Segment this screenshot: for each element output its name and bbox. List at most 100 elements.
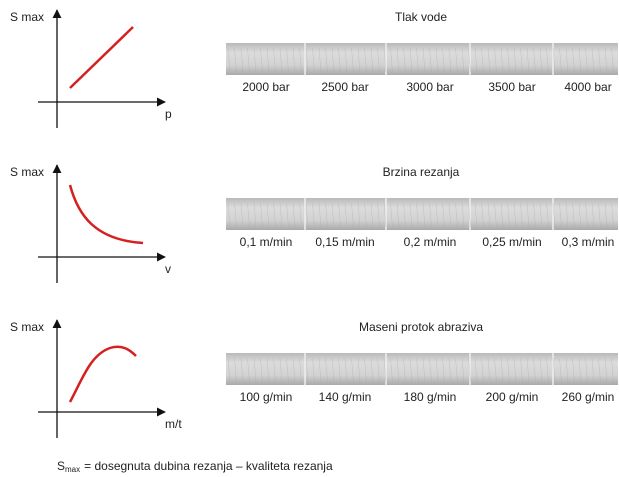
strip-label: 2000 bar [242,80,289,94]
strip-texture [409,202,413,228]
strip-texture [312,202,315,228]
strip-texture [234,47,237,73]
strip-texture [279,47,283,73]
strip-texture [552,202,556,228]
cut-strip [226,353,618,385]
strip-texture [461,47,465,73]
trend-curve [69,26,134,89]
y-axis-label: S max [10,320,44,334]
strip-texture [422,357,426,383]
strip-texture [435,202,439,228]
strip-texture [396,47,400,73]
strip-texture [403,202,406,228]
strip-label: 2500 bar [321,80,368,94]
strip-texture [240,47,244,73]
strip-texture [247,357,250,383]
strip-texture [338,357,341,383]
strip-texture [565,47,569,73]
strip-texture [591,202,595,228]
strip-texture [240,357,244,383]
strip-label: 0,25 m/min [482,235,541,249]
strip-texture [533,202,536,228]
y-axis-label: S max [10,10,44,24]
strip-texture [416,357,419,383]
strip-texture [312,357,315,383]
strip-texture [585,202,588,228]
footnote-text: = dosegnuta dubina rezanja – kvaliteta r… [84,459,333,473]
strip-texture [546,47,549,73]
strip-texture [331,357,335,383]
strip-texture [481,202,484,228]
strip-texture [299,202,302,228]
strip-texture [572,202,575,228]
strip-texture [409,357,413,383]
strip-texture [279,202,283,228]
strip-title: Brzina rezanja [383,165,460,179]
strip-texture [507,47,510,73]
strip-texture [253,47,257,73]
strip-texture [344,202,348,228]
strip-texture [422,47,426,73]
strip-texture [253,357,257,383]
strip-texture [429,202,432,228]
strip-texture [611,357,614,383]
strip-texture [260,202,263,228]
strip-texture [559,202,562,228]
strip-texture [487,47,491,73]
strip-texture [448,202,452,228]
x-axis-label: m/t [165,417,182,431]
strip-texture [227,357,231,383]
strip-texture [292,202,296,228]
strip-texture [500,357,504,383]
strip-texture [598,357,601,383]
strip-texture [539,202,543,228]
strip-texture [494,47,497,73]
strip-texture [604,357,608,383]
strip-texture [364,357,367,383]
strip-texture [234,202,237,228]
strip-texture [416,202,419,228]
strip-texture [240,202,244,228]
strip-texture [403,47,406,73]
strip-texture [442,357,445,383]
strip-texture [487,202,491,228]
strip-texture [474,202,478,228]
strip-texture [286,47,289,73]
strip-texture [396,202,400,228]
strip-texture [481,47,484,73]
strip-texture [429,357,432,383]
strip-texture [520,202,523,228]
strip-texture [370,202,374,228]
strip-label: 0,15 m/min [315,235,374,249]
footnote-subscript: max [65,465,80,474]
strip-texture [468,47,471,73]
strip-texture [442,202,445,228]
strip-texture [351,202,354,228]
strip-texture [565,357,569,383]
strip-texture [429,47,432,73]
strip-texture [286,202,289,228]
cut-strip [226,198,618,230]
strip-texture [266,202,270,228]
strip-texture [448,47,452,73]
strip-title: Maseni protok abraziva [359,320,483,334]
strip-texture [247,47,250,73]
strip-texture [305,357,309,383]
strip-texture [461,202,465,228]
strip-texture [474,357,478,383]
footnote: Smax = dosegnuta dubina rezanja – kvalite… [57,459,333,474]
strip-texture [585,357,588,383]
strip-label: 200 g/min [486,390,539,404]
strip-label: 4000 bar [564,80,611,94]
strip-texture [377,357,380,383]
strip-texture [351,357,354,383]
strip-texture [299,357,302,383]
strip-texture [279,357,283,383]
strip-texture [409,47,413,73]
strip-texture [234,357,237,383]
strip-texture [247,202,250,228]
strip-texture [611,202,614,228]
strip-texture [403,357,406,383]
strip-texture [318,202,322,228]
